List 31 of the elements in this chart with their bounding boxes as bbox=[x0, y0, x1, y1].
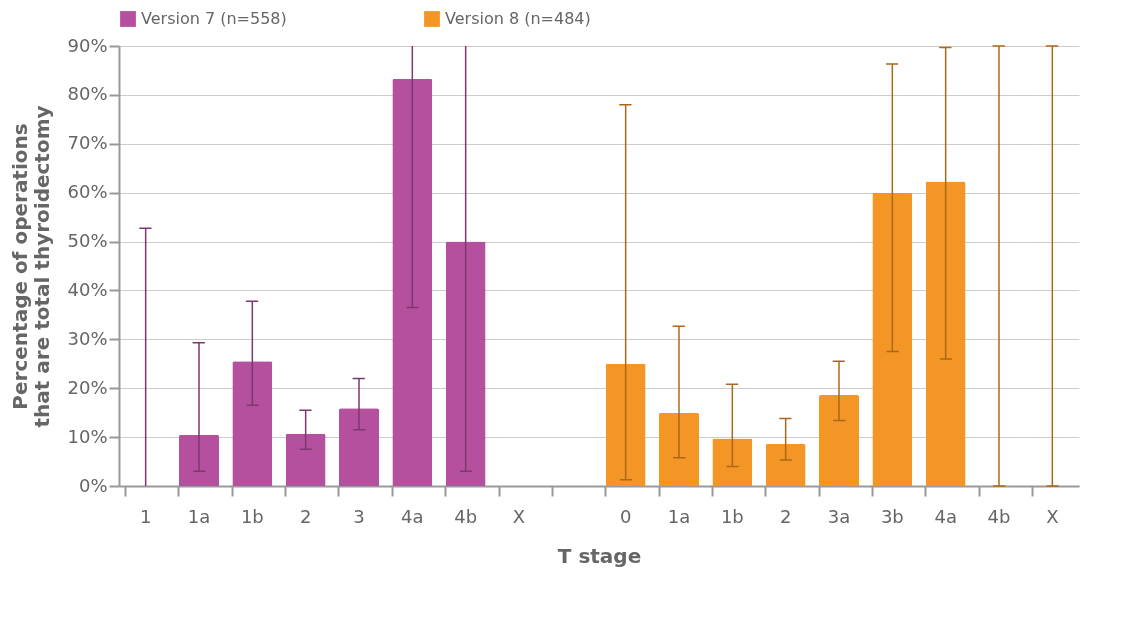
x-tick-label: 1a bbox=[187, 505, 211, 527]
y-axis-title: Percentage of operations that are total thyroidectomy bbox=[8, 105, 55, 428]
y-tick-label: 90% bbox=[67, 34, 108, 56]
x-tick-label: 3a bbox=[827, 505, 851, 527]
x-tick-label: 3b bbox=[880, 505, 904, 527]
x-tick-label: 1 bbox=[139, 505, 152, 527]
y-tick-label: 60% bbox=[67, 181, 108, 203]
legend-label: Version 7 (n=558) bbox=[141, 9, 287, 28]
y-tick-label: 70% bbox=[67, 132, 108, 154]
y-tick-label: 50% bbox=[67, 230, 108, 252]
x-tick-label: 4b bbox=[987, 505, 1011, 527]
y-tick-label: 80% bbox=[67, 83, 108, 105]
x-tick-label: 1a bbox=[667, 505, 691, 527]
x-tick-label: 3 bbox=[353, 505, 365, 527]
x-tick-label: X bbox=[1046, 505, 1059, 527]
y-tick-label: 40% bbox=[67, 278, 108, 300]
y-tick-label: 10% bbox=[67, 425, 108, 447]
y-tick-label: 0% bbox=[78, 474, 108, 496]
x-axis-title: T stage bbox=[557, 543, 642, 568]
y-tick-label: 30% bbox=[67, 327, 108, 349]
x-tick-label: 4a bbox=[401, 505, 424, 527]
x-tick-label: 4b bbox=[454, 505, 478, 527]
legend-label: Version 8 (n=484) bbox=[445, 9, 591, 28]
x-tick-label: 2 bbox=[779, 505, 792, 527]
x-tick-label: 2 bbox=[299, 505, 312, 527]
x-tick-label: 4a bbox=[934, 505, 957, 527]
x-tick-label: X bbox=[512, 505, 526, 527]
x-tick-label: 1b bbox=[240, 505, 264, 527]
x-tick-label: 1b bbox=[720, 505, 744, 527]
y-tick-label: 20% bbox=[67, 376, 108, 398]
x-tick-label: 0 bbox=[619, 505, 632, 527]
